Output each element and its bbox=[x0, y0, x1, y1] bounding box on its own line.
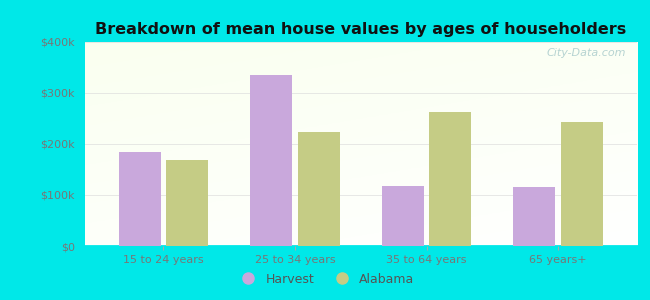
Bar bbox=[561, 122, 603, 246]
Bar bbox=[166, 160, 208, 246]
Legend: Harvest, Alabama: Harvest, Alabama bbox=[231, 268, 419, 291]
Bar bbox=[429, 112, 471, 246]
Text: City-Data.com: City-Data.com bbox=[547, 48, 626, 58]
Bar bbox=[514, 187, 556, 246]
Title: Breakdown of mean house values by ages of householders: Breakdown of mean house values by ages o… bbox=[95, 22, 627, 37]
Bar bbox=[298, 132, 340, 246]
Bar bbox=[382, 186, 424, 246]
Bar bbox=[250, 75, 292, 246]
Bar bbox=[119, 152, 161, 246]
